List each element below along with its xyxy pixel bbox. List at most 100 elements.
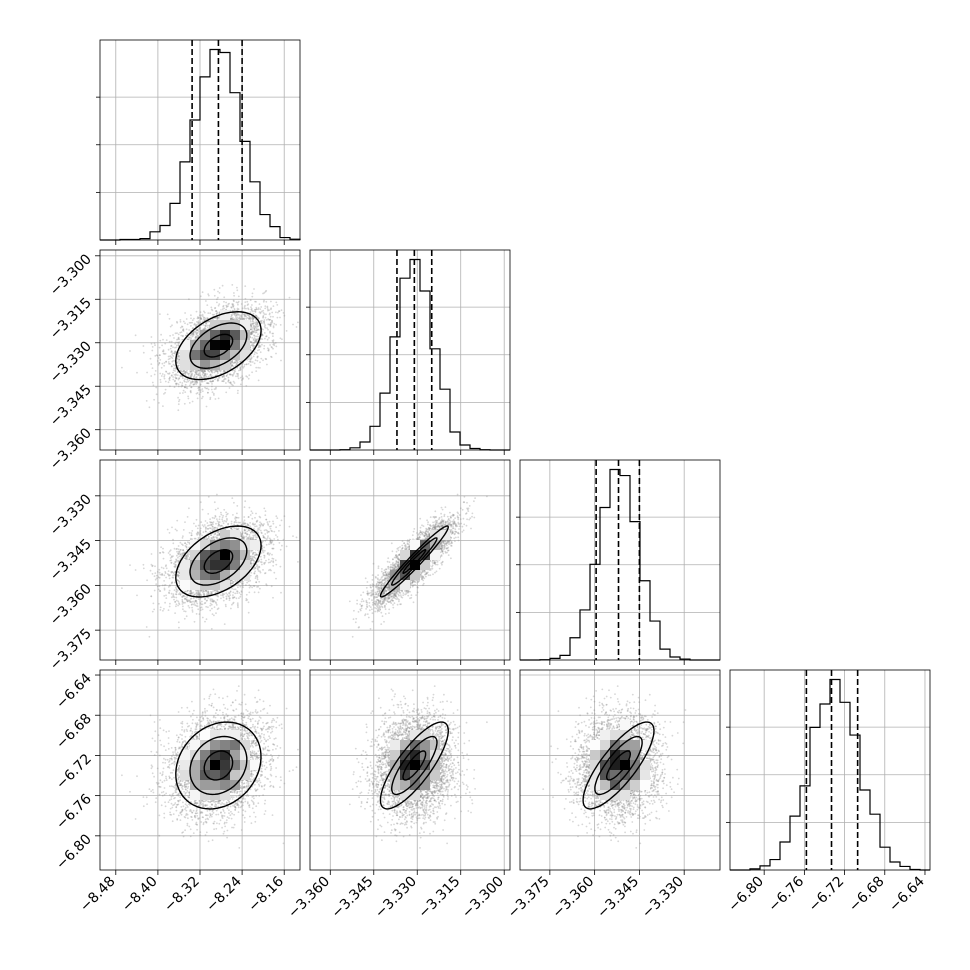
sample-point: [174, 342, 177, 345]
sample-point: [242, 313, 245, 316]
sample-point: [179, 331, 182, 334]
sample-point: [223, 378, 225, 381]
sample-point: [170, 365, 173, 368]
sample-point: [150, 553, 153, 555]
sample-point: [196, 392, 199, 394]
sample-point: [171, 374, 173, 377]
sample-point: [188, 329, 191, 331]
sample-point: [201, 397, 203, 400]
sample-point: [173, 352, 176, 354]
sample-point: [194, 380, 197, 383]
sample-point: [211, 380, 214, 383]
sample-point: [236, 316, 239, 319]
sample-point: [237, 374, 239, 376]
sample-point: [225, 375, 228, 377]
histogram-param-2: [310, 258, 510, 451]
sample-point: [241, 307, 244, 310]
sample-point: [200, 318, 203, 321]
sample-point: [169, 385, 171, 388]
sample-point: [254, 314, 257, 317]
sample-point: [260, 306, 263, 308]
sample-point: [259, 555, 262, 558]
sample-point: [172, 371, 174, 374]
sample-point: [213, 288, 216, 291]
sample-point: [150, 342, 153, 345]
sample-point: [171, 353, 174, 356]
sample-point: [176, 344, 178, 347]
sample-point: [272, 326, 275, 329]
sample-point: [129, 350, 131, 352]
sample-point: [187, 395, 190, 398]
sample-point: [246, 304, 249, 306]
sample-point: [255, 315, 258, 317]
sample-point: [170, 340, 173, 343]
sample-point: [223, 375, 226, 378]
sample-point: [231, 309, 234, 312]
sample-point: [231, 314, 233, 317]
sample-point: [271, 557, 274, 560]
sample-point: [251, 309, 253, 312]
density-panel-2-1: [121, 284, 299, 412]
sample-point: [178, 400, 180, 403]
sample-point: [250, 318, 253, 320]
sample-point: [264, 337, 266, 340]
sample-point: [265, 313, 267, 316]
sample-point: [268, 323, 271, 326]
sample-point: [268, 312, 271, 315]
sample-point: [225, 306, 228, 308]
sample-point: [238, 314, 241, 316]
sample-point: [236, 592, 239, 594]
sample-point: [250, 331, 253, 334]
sample-point: [198, 386, 201, 389]
sample-point: [269, 331, 271, 334]
sample-point: [245, 363, 248, 366]
sample-point: [254, 330, 256, 332]
sample-point: [196, 602, 199, 605]
sample-point: [190, 386, 193, 389]
sample-point: [273, 322, 276, 325]
sample-point: [167, 361, 170, 363]
sample-point: [172, 346, 174, 349]
sample-point: [156, 360, 159, 362]
sample-point: [164, 342, 167, 345]
sample-point: [190, 386, 193, 389]
sample-point: [271, 332, 274, 335]
sample-point: [236, 313, 239, 316]
sample-point: [153, 373, 156, 376]
sample-point: [231, 284, 234, 286]
sample-point: [182, 335, 184, 338]
sample-point: [152, 384, 155, 387]
sample-point: [216, 298, 218, 301]
sample-point: [270, 300, 272, 303]
sample-point: [232, 384, 234, 387]
sample-point: [204, 317, 207, 320]
sample-point: [265, 358, 268, 361]
sample-point: [121, 366, 123, 369]
sample-point: [229, 381, 232, 384]
sample-point: [256, 536, 258, 539]
sample-point: [272, 347, 274, 350]
sample-point: [177, 409, 180, 412]
sample-point: [282, 538, 285, 541]
sample-point: [256, 335, 259, 338]
sample-point: [210, 628, 213, 630]
sample-point: [164, 352, 167, 355]
sample-point: [166, 313, 169, 316]
sample-point: [271, 320, 273, 323]
sample-point: [217, 378, 220, 380]
sample-point: [150, 336, 153, 338]
sample-point: [214, 378, 216, 381]
sample-point: [158, 402, 160, 404]
sample-point: [215, 312, 218, 315]
sample-point: [279, 316, 281, 319]
sample-point: [211, 385, 213, 388]
sample-point: [176, 338, 178, 341]
sample-point: [187, 373, 190, 376]
histogram-param-3: [520, 468, 720, 661]
sample-point: [155, 393, 158, 396]
sample-point: [235, 313, 238, 316]
sample-point: [210, 308, 213, 311]
sample-point: [271, 311, 274, 314]
sample-point: [202, 324, 205, 326]
sample-point: [272, 305, 275, 307]
